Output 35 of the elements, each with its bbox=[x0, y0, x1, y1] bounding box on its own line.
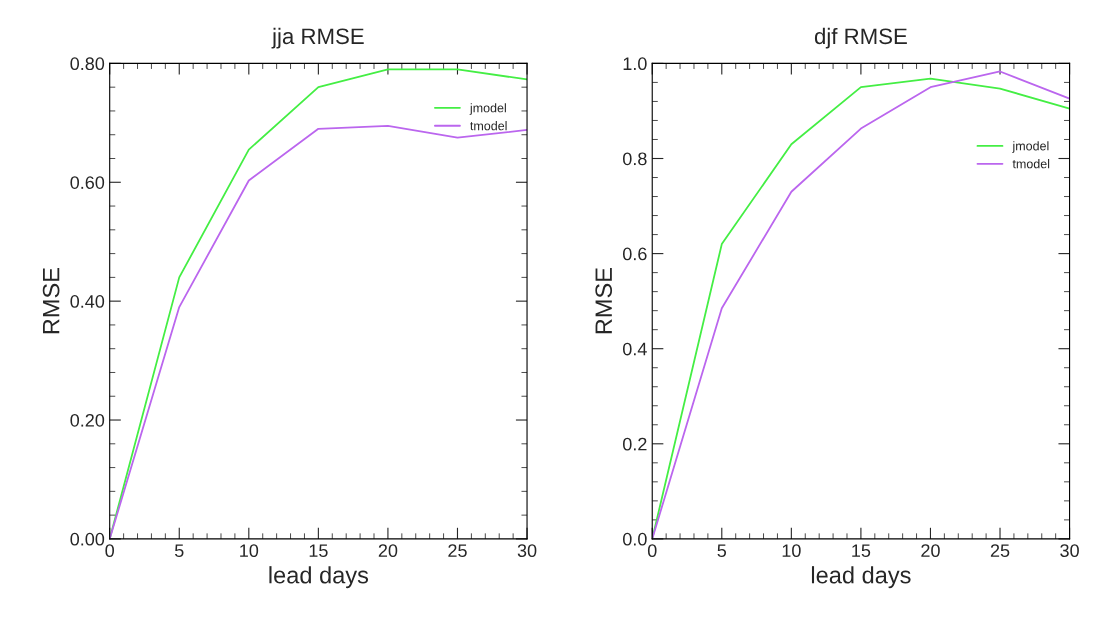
x-tick-label: 25 bbox=[990, 544, 1010, 558]
chart-title: jja RMSE bbox=[271, 27, 364, 49]
y-tick-label: 0.2 bbox=[622, 437, 647, 451]
y-tick-label: 0.20 bbox=[70, 413, 105, 427]
legend-label: tmodel bbox=[1012, 159, 1050, 169]
x-axis-title: lead days bbox=[811, 566, 911, 589]
y-axis-title: RMSE bbox=[595, 268, 613, 334]
x-tick-label: 15 bbox=[309, 544, 328, 558]
chart-title: djf RMSE bbox=[814, 27, 907, 49]
x-tick-label: 25 bbox=[448, 544, 467, 558]
legend-label: jmodel bbox=[1012, 141, 1049, 153]
y-tick-label: 0.0 bbox=[622, 532, 647, 546]
y-tick-label: 0.6 bbox=[622, 247, 647, 261]
y-tick-label: 0.00 bbox=[70, 532, 105, 546]
y-tick-label: 0.60 bbox=[70, 176, 105, 189]
x-tick-label: 20 bbox=[378, 544, 398, 558]
y-tick-label: 0.4 bbox=[622, 342, 647, 356]
x-tick-label: 10 bbox=[240, 544, 259, 558]
y-tick-label: 0.80 bbox=[70, 57, 105, 71]
x-tick-label: 5 bbox=[717, 544, 727, 558]
legend-label: jmodel bbox=[469, 103, 506, 115]
y-tick-label: 1.0 bbox=[623, 57, 647, 71]
y-axis-title: RMSE bbox=[42, 268, 60, 334]
x-tick-label: 30 bbox=[517, 544, 537, 558]
y-tick-label: 0.8 bbox=[622, 152, 647, 166]
x-tick-label: 0 bbox=[647, 544, 657, 558]
x-tick-label: 0 bbox=[105, 544, 115, 558]
x-tick-label: 10 bbox=[782, 544, 801, 558]
legend-label: tmodel bbox=[470, 121, 507, 131]
x-tick-label: 15 bbox=[852, 544, 871, 558]
x-axis-title: lead days bbox=[269, 566, 369, 589]
y-tick-label: 0.40 bbox=[70, 295, 105, 308]
x-tick-label: 20 bbox=[921, 544, 940, 558]
x-tick-label: 30 bbox=[1060, 544, 1079, 558]
x-tick-label: 5 bbox=[174, 544, 184, 558]
